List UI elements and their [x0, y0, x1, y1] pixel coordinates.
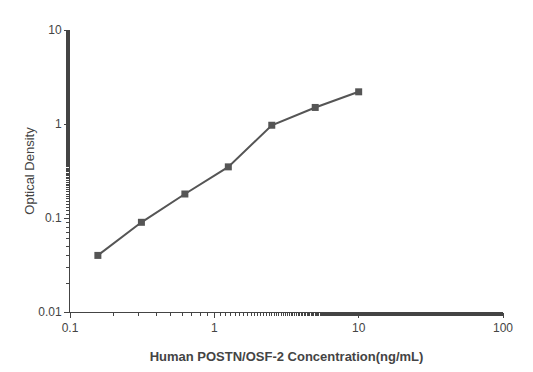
svg-text:1: 1	[55, 117, 62, 131]
svg-text:10: 10	[48, 23, 62, 37]
svg-text:Human POSTN/OSF-2 Concentratio: Human POSTN/OSF-2 Concentration(ng/mL)	[150, 349, 424, 364]
svg-text:100: 100	[493, 321, 513, 335]
svg-text:0.01: 0.01	[38, 305, 62, 319]
svg-text:1: 1	[211, 321, 218, 335]
svg-text:0.1: 0.1	[45, 211, 62, 225]
svg-text:10: 10	[352, 321, 366, 335]
svg-text:Optical Density: Optical Density	[22, 127, 37, 215]
svg-text:0.1: 0.1	[62, 321, 79, 335]
